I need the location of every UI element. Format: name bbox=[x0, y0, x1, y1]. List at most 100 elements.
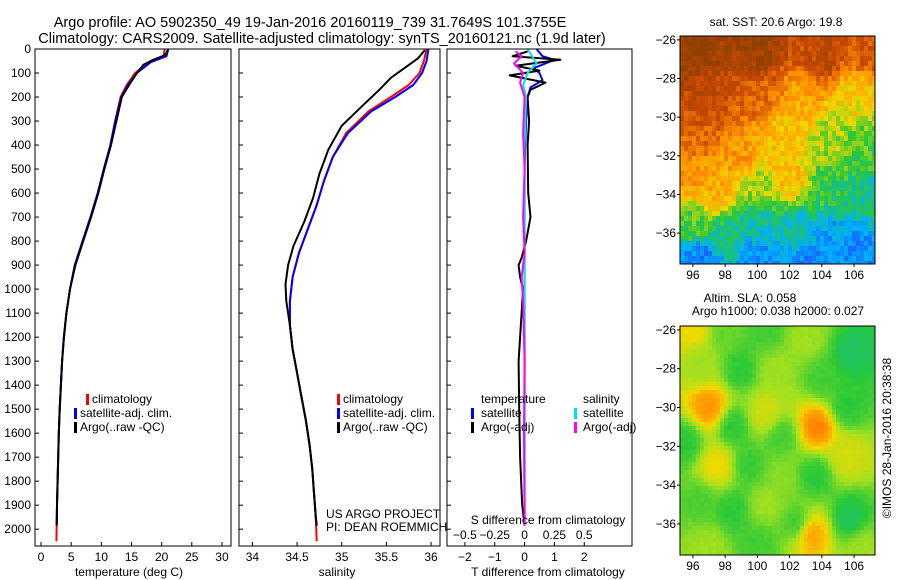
map-cell bbox=[704, 430, 709, 435]
map-cell bbox=[824, 91, 829, 97]
map-cell bbox=[740, 106, 745, 112]
map-cell bbox=[720, 450, 725, 455]
map-cell bbox=[720, 362, 725, 367]
map-cell bbox=[720, 514, 725, 519]
map-cell bbox=[756, 106, 761, 112]
map-cell bbox=[816, 86, 821, 92]
map-cell bbox=[708, 151, 713, 157]
map-cell bbox=[832, 386, 837, 391]
map-cell bbox=[752, 486, 757, 491]
map-cell bbox=[756, 366, 761, 371]
map-cell bbox=[860, 36, 865, 42]
map-cell bbox=[796, 36, 801, 42]
map-cell bbox=[688, 506, 693, 511]
map-cell bbox=[780, 131, 785, 137]
map-cell bbox=[816, 246, 821, 252]
map-cell bbox=[784, 342, 789, 347]
map-cell bbox=[852, 358, 857, 363]
map-cell bbox=[716, 171, 721, 177]
map-cell bbox=[812, 201, 817, 207]
map-cell bbox=[784, 514, 789, 519]
map-cell bbox=[744, 442, 749, 447]
map-cell bbox=[704, 386, 709, 391]
map-cell bbox=[716, 494, 721, 499]
map-cell bbox=[844, 462, 849, 467]
map-cell bbox=[848, 51, 853, 57]
map-cell bbox=[848, 398, 853, 403]
map-cell bbox=[728, 370, 733, 375]
map-cell bbox=[776, 166, 781, 172]
map-cell bbox=[784, 430, 789, 435]
map-cell bbox=[756, 171, 761, 177]
map-cell bbox=[772, 201, 777, 207]
map-cell bbox=[784, 386, 789, 391]
map-cell bbox=[708, 141, 713, 147]
map-cell bbox=[772, 66, 777, 72]
map-cell bbox=[824, 226, 829, 232]
map-cell bbox=[844, 442, 849, 447]
map-cell bbox=[732, 346, 737, 351]
map-cell bbox=[804, 151, 809, 157]
map-cell bbox=[772, 522, 777, 527]
map-cell bbox=[752, 338, 757, 343]
map-cell bbox=[868, 186, 873, 192]
map-cell bbox=[848, 86, 853, 92]
map-cell bbox=[824, 241, 829, 247]
map-cell bbox=[792, 362, 797, 367]
difference-plot-area: −2 −1 0 1 2−0.5 −0.25 0 0.25 0.5 bbox=[446, 48, 633, 564]
map-cell bbox=[820, 146, 825, 152]
map-cell bbox=[780, 438, 785, 443]
map-cell bbox=[796, 342, 801, 347]
map-cell bbox=[860, 131, 865, 137]
map-cell bbox=[744, 394, 749, 399]
map-cell bbox=[688, 61, 693, 67]
map-cell bbox=[764, 221, 769, 227]
map-cell bbox=[852, 450, 857, 455]
plot-frame bbox=[34, 48, 232, 547]
map-cell bbox=[804, 530, 809, 535]
map-cell bbox=[796, 374, 801, 379]
map-cell bbox=[716, 181, 721, 187]
map-cell bbox=[784, 494, 789, 499]
map-cell bbox=[752, 221, 757, 227]
map-cell bbox=[832, 66, 837, 72]
map-cell bbox=[728, 342, 733, 347]
map-cell bbox=[792, 390, 797, 395]
legend-label-s-satellite: satellite bbox=[583, 406, 624, 420]
map-cell bbox=[784, 106, 789, 112]
map-cell bbox=[848, 426, 853, 431]
map-cell bbox=[740, 438, 745, 443]
map-cell bbox=[720, 181, 725, 187]
map-cell bbox=[752, 111, 757, 117]
map-cell bbox=[820, 196, 825, 202]
map-cell bbox=[812, 121, 817, 127]
map-cell bbox=[752, 96, 757, 102]
map-cell bbox=[848, 156, 853, 162]
map-cell bbox=[736, 462, 741, 467]
map-cell bbox=[864, 402, 869, 407]
map-cell bbox=[860, 246, 865, 252]
map-cell bbox=[812, 196, 817, 202]
map-cell bbox=[832, 261, 837, 265]
map-cell bbox=[724, 458, 729, 463]
map-cell bbox=[696, 196, 701, 202]
map-cell bbox=[728, 430, 733, 435]
map-cell bbox=[716, 111, 721, 117]
map-cell bbox=[736, 338, 741, 343]
map-cell bbox=[788, 398, 793, 403]
map-cell bbox=[728, 502, 733, 507]
map-cell bbox=[844, 256, 849, 262]
map-cell bbox=[728, 518, 733, 523]
map-cell bbox=[816, 146, 821, 152]
map-cell bbox=[808, 394, 813, 399]
map-cell bbox=[816, 241, 821, 247]
map-cell bbox=[864, 51, 869, 57]
map-cell bbox=[780, 382, 785, 387]
map-cell bbox=[868, 166, 873, 172]
map-cell bbox=[780, 442, 785, 447]
map-cell bbox=[780, 146, 785, 152]
map-cell bbox=[812, 406, 817, 411]
map-cell bbox=[712, 502, 717, 507]
map-cell bbox=[696, 418, 701, 423]
map-cell bbox=[848, 514, 853, 519]
